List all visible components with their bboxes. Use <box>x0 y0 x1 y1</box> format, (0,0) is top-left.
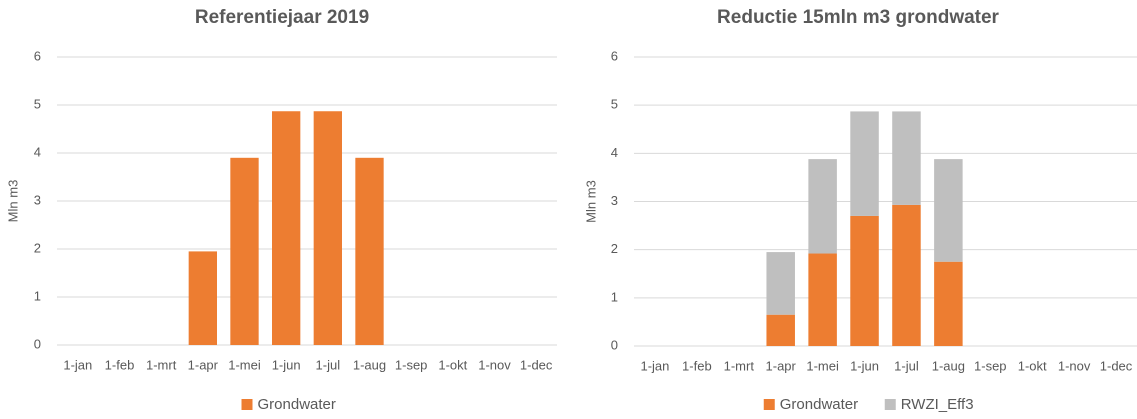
x-tick-label: 1-okt <box>438 357 467 372</box>
y-tick-label: 3 <box>611 193 618 208</box>
bar <box>766 252 795 315</box>
bar <box>934 159 963 262</box>
x-tick-label: 1-aug <box>353 357 386 372</box>
bar <box>934 261 963 346</box>
legend-swatch <box>884 399 896 410</box>
legend-label: Grondwater <box>780 396 858 413</box>
y-tick-label: 1 <box>34 288 41 303</box>
y-tick-label: 5 <box>34 96 41 111</box>
y-tick-label: 4 <box>34 144 41 159</box>
legend-label: RWZI_Eff3 <box>901 396 974 413</box>
bar <box>355 157 384 345</box>
x-tick-label: 1-dec <box>1100 358 1133 373</box>
y-tick-label: 2 <box>611 241 618 256</box>
y-tick-label: 0 <box>611 337 618 352</box>
bar <box>808 159 837 254</box>
legend-label: Grondwater <box>258 396 336 413</box>
bar <box>766 314 795 346</box>
bar <box>808 253 837 346</box>
y-axis-label: Mln m3 <box>5 180 20 223</box>
x-tick-label: 1-dec <box>520 357 553 372</box>
x-tick-label: 1-mei <box>806 358 839 373</box>
x-tick-label: 1-nov <box>1058 358 1091 373</box>
bar <box>850 215 879 346</box>
x-tick-label: 1-jan <box>640 358 669 373</box>
chart-title: Referentiejaar 2019 <box>195 7 369 28</box>
x-tick-label: 1-feb <box>105 357 135 372</box>
bar <box>892 111 921 205</box>
y-tick-label: 6 <box>34 48 41 63</box>
x-tick-label: 1-okt <box>1018 358 1047 373</box>
x-tick-label: 1-nov <box>478 357 511 372</box>
x-tick-label: 1-mei <box>228 357 261 372</box>
x-tick-label: 1-apr <box>188 357 219 372</box>
legend-swatch <box>241 399 253 410</box>
y-tick-label: 2 <box>34 240 41 255</box>
bar <box>230 157 259 345</box>
x-tick-label: 1-feb <box>682 358 712 373</box>
x-tick-label: 1-aug <box>932 358 965 373</box>
bar <box>313 111 342 346</box>
x-tick-label: 1-sep <box>395 357 428 372</box>
x-tick-label: 1-apr <box>766 358 797 373</box>
x-tick-label: 1-sep <box>974 358 1007 373</box>
y-tick-label: 6 <box>611 48 618 63</box>
chart-title: Reductie 15mln m3 grondwater <box>717 7 1000 28</box>
x-tick-label: 1-jan <box>63 357 92 372</box>
bar <box>272 111 301 346</box>
x-tick-label: 1-jun <box>272 357 301 372</box>
y-tick-label: 3 <box>34 192 41 207</box>
x-tick-label: 1-jun <box>850 358 879 373</box>
y-tick-label: 4 <box>611 145 618 160</box>
x-tick-label: 1-jul <box>316 357 341 372</box>
legend-swatch <box>763 399 775 410</box>
y-axis-label: Mln m3 <box>583 180 598 223</box>
x-tick-label: 1-mrt <box>146 357 177 372</box>
y-tick-label: 1 <box>611 289 618 304</box>
x-tick-label: 1-jul <box>894 358 919 373</box>
bar <box>892 204 921 346</box>
y-tick-label: 5 <box>611 97 618 112</box>
bar <box>188 251 217 345</box>
y-tick-label: 0 <box>34 336 41 351</box>
x-tick-label: 1-mrt <box>724 358 755 373</box>
bar <box>850 111 879 216</box>
